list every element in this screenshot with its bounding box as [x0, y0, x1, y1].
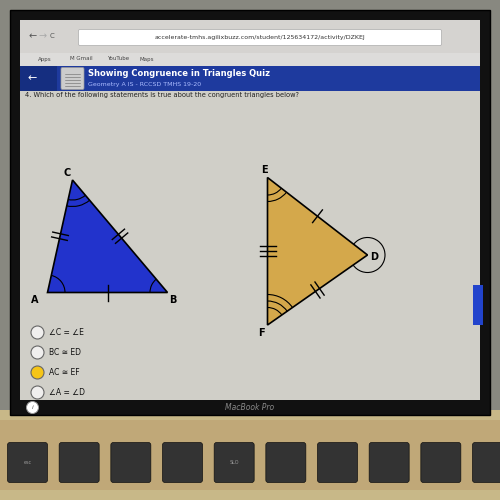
Text: C: C [50, 33, 55, 39]
Text: A: A [31, 295, 39, 305]
FancyBboxPatch shape [20, 66, 480, 91]
Text: 4. Which of the following statements is true about the congruent triangles below: 4. Which of the following statements is … [25, 92, 299, 98]
Text: M Gmail: M Gmail [70, 56, 92, 62]
Text: Geometry A IS - RCCSD TMHS 19-20: Geometry A IS - RCCSD TMHS 19-20 [88, 82, 200, 87]
Text: accelerate-tmhs.agilixbuzz.com/student/125634172/activity/DZKEJ: accelerate-tmhs.agilixbuzz.com/student/1… [154, 35, 366, 40]
FancyBboxPatch shape [20, 20, 480, 52]
Text: E: E [260, 165, 268, 175]
FancyBboxPatch shape [20, 52, 480, 66]
Text: SLO: SLO [230, 460, 239, 465]
FancyBboxPatch shape [20, 20, 480, 400]
Text: BC ≅ ED: BC ≅ ED [49, 348, 81, 357]
Text: ∠A = ∠D: ∠A = ∠D [49, 388, 85, 397]
FancyBboxPatch shape [214, 442, 254, 482]
FancyBboxPatch shape [59, 442, 99, 482]
FancyBboxPatch shape [266, 442, 306, 482]
Circle shape [31, 326, 44, 339]
FancyBboxPatch shape [318, 442, 358, 482]
Circle shape [26, 402, 38, 413]
Text: ∠C = ∠E: ∠C = ∠E [49, 328, 84, 337]
Polygon shape [48, 180, 168, 292]
Text: Maps: Maps [139, 56, 154, 62]
Text: Showing Congruence in Triangles Quiz: Showing Congruence in Triangles Quiz [88, 70, 270, 78]
FancyBboxPatch shape [61, 68, 84, 90]
Circle shape [31, 346, 44, 359]
Text: C: C [64, 168, 71, 177]
FancyBboxPatch shape [0, 410, 500, 500]
FancyBboxPatch shape [8, 442, 48, 482]
Text: F: F [258, 328, 264, 338]
FancyBboxPatch shape [10, 10, 490, 415]
Text: →: → [38, 31, 46, 41]
Text: AC ≅ EF: AC ≅ EF [49, 368, 80, 377]
FancyBboxPatch shape [0, 420, 500, 490]
FancyBboxPatch shape [472, 285, 482, 325]
FancyBboxPatch shape [369, 442, 409, 482]
FancyBboxPatch shape [111, 442, 151, 482]
Text: B: B [169, 295, 176, 305]
Text: i: i [32, 405, 34, 410]
Text: D: D [370, 252, 378, 262]
Text: YouTube: YouTube [108, 56, 130, 62]
Text: ←: ← [28, 74, 37, 84]
FancyBboxPatch shape [20, 66, 58, 91]
FancyBboxPatch shape [162, 442, 202, 482]
Text: esc: esc [24, 460, 32, 465]
Circle shape [31, 386, 44, 399]
Text: MacBook Pro: MacBook Pro [226, 403, 274, 412]
FancyBboxPatch shape [421, 442, 461, 482]
Text: ←: ← [28, 31, 36, 41]
Text: Apps: Apps [38, 56, 51, 62]
Polygon shape [268, 178, 368, 325]
FancyBboxPatch shape [78, 30, 442, 46]
Circle shape [31, 366, 44, 379]
FancyBboxPatch shape [472, 442, 500, 482]
